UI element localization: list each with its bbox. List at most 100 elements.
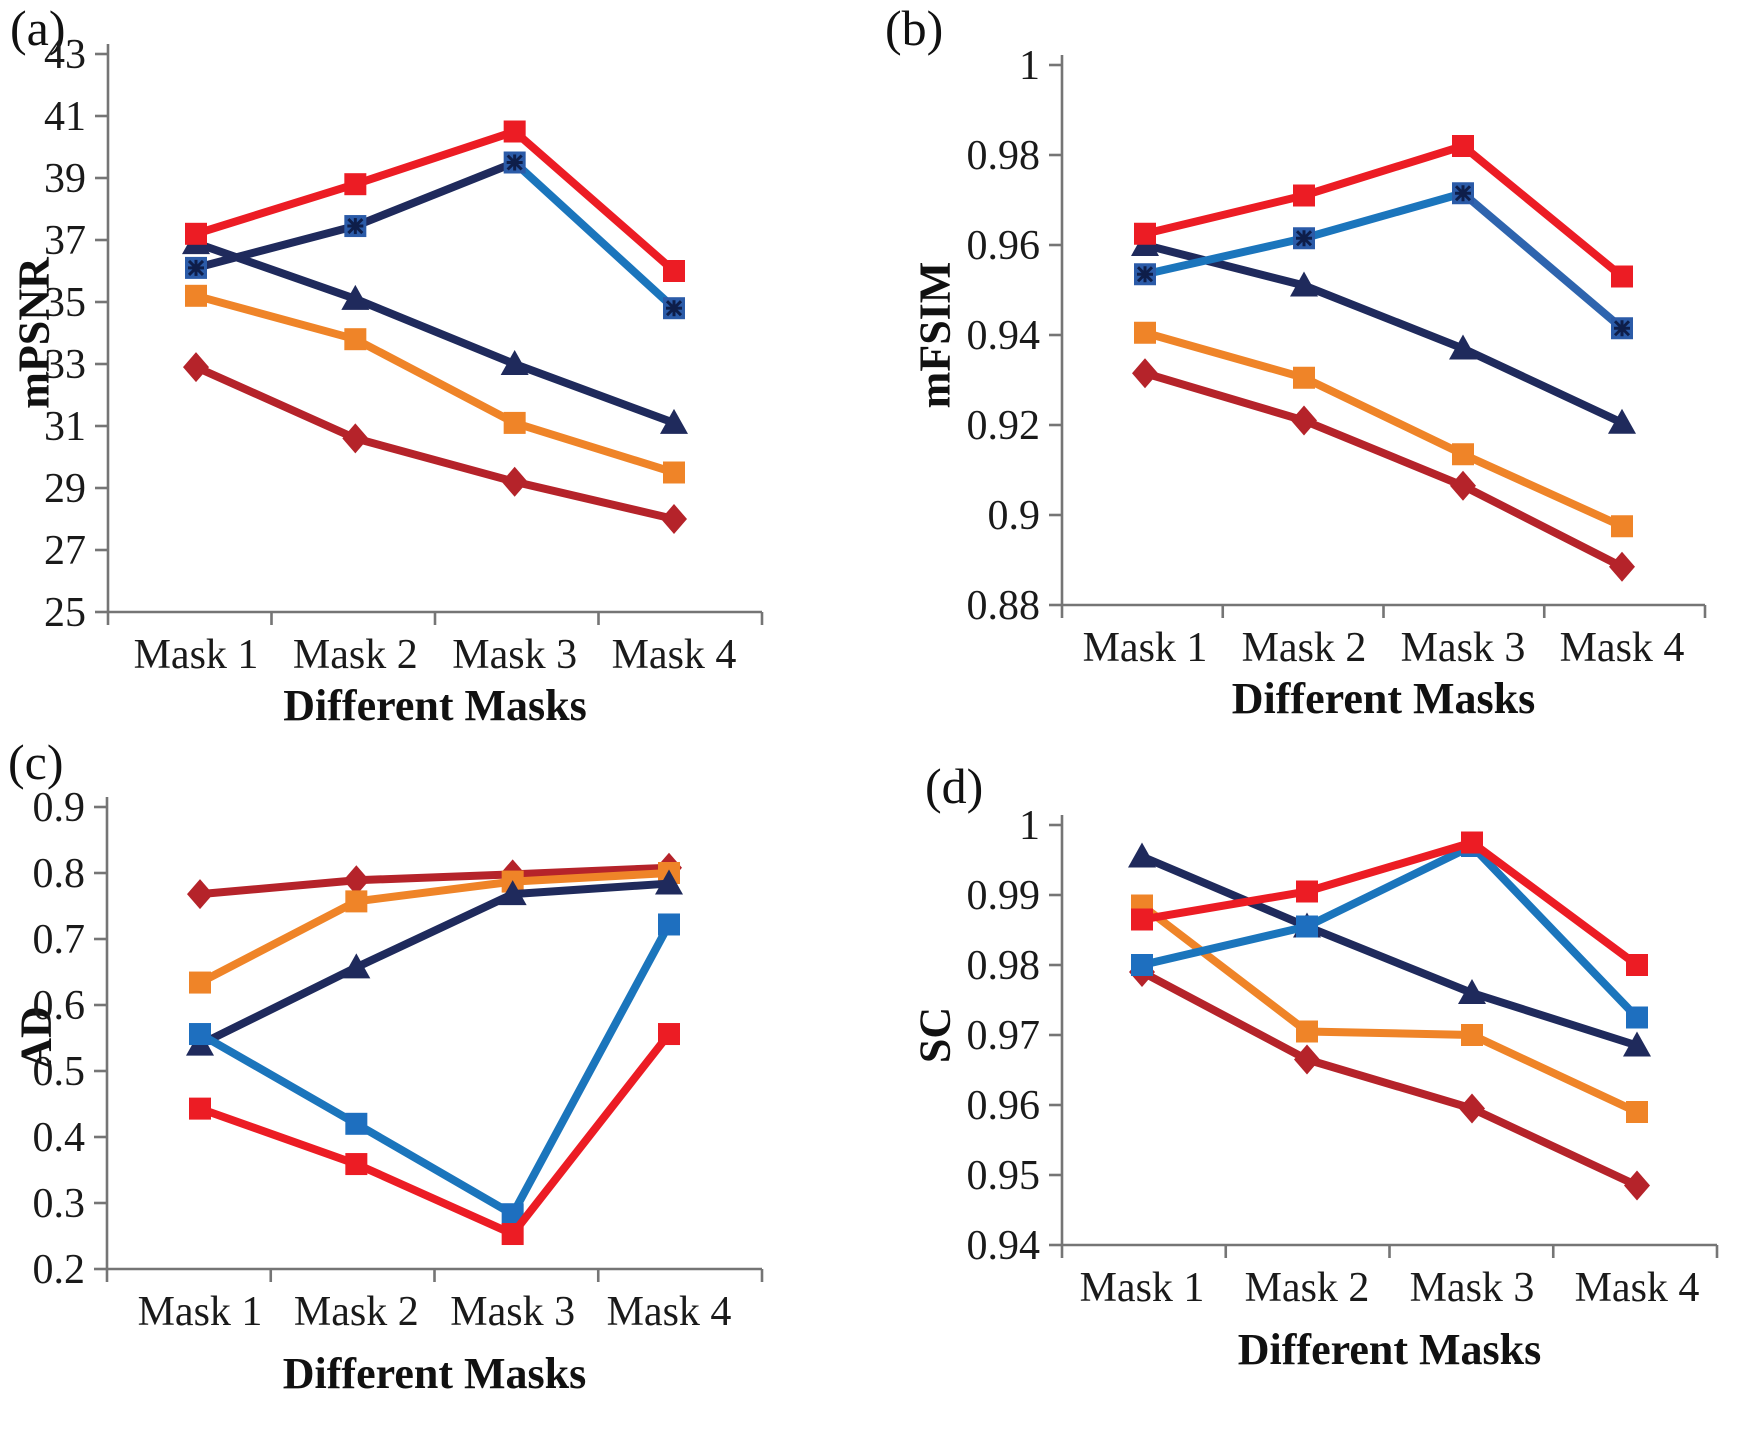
marker-square-icon	[663, 260, 685, 282]
series-method-red-square	[185, 120, 685, 282]
marker-square-icon	[1461, 831, 1483, 854]
y-tick-label: 27	[44, 528, 86, 574]
marker-square-icon	[658, 1023, 680, 1046]
y-tick-label: 0.96	[967, 223, 1041, 269]
marker-triangle-icon	[1290, 271, 1318, 297]
y-tick-label: 0.4	[33, 1115, 86, 1161]
series-method-orange-square	[185, 284, 685, 484]
marker-diamond-icon	[1291, 405, 1317, 436]
axes: 1 0.99 0.98 0.97 0.96 0.95 0.94 Mask 1 Mask 2 Mas…	[967, 803, 1719, 1311]
marker-square-icon	[1134, 222, 1156, 245]
marker-square-icon	[189, 1097, 211, 1120]
marker-triangle-icon	[1128, 842, 1156, 868]
marker-square-icon	[1131, 954, 1153, 976]
marker-square-icon	[345, 1153, 368, 1176]
y-tick-label: 0.2	[33, 1247, 86, 1293]
marker-square-icon	[185, 222, 207, 245]
marker-triangle-icon	[1458, 979, 1486, 1004]
y-tick-label: 0.92	[967, 403, 1041, 449]
x-tick-label: Mask 4	[607, 1289, 732, 1335]
x-tick-label: Mask 3	[450, 1289, 575, 1335]
line-chart-d: 1 0.99 0.98 0.97 0.96 0.95 0.94 Mask 1 Mask 2 Mas…	[967, 803, 1719, 1311]
y-tick-label: 0.3	[33, 1181, 86, 1227]
x-tick-label: Mask 2	[293, 632, 418, 678]
series-method-red-square	[189, 1023, 680, 1246]
marker-triangle-icon	[660, 408, 688, 434]
y-tick-label: 39	[44, 156, 86, 202]
series-method-blue-square	[189, 913, 680, 1226]
marker-diamond-icon	[343, 865, 370, 896]
marker-square-icon	[1131, 908, 1153, 931]
marker-square-icon	[1452, 443, 1474, 466]
marker-diamond-icon	[342, 423, 369, 454]
y-tick-label: 1	[1019, 803, 1040, 849]
marker-square-icon	[344, 328, 367, 351]
marker-square-icon	[1461, 1024, 1483, 1046]
marker-diamond-icon	[661, 504, 687, 534]
panel-label-a: (a)	[10, 0, 66, 56]
marker-square-icon	[1626, 1006, 1648, 1029]
marker-diamond-icon	[1132, 358, 1158, 389]
x-axis-title-a: Different Masks	[283, 681, 587, 730]
y-tick-label: 37	[44, 218, 86, 264]
panel-b: (b) mFSIM 1 0.98 0.96 0.94 0.92 0.9 0.88 Mask 1…	[875, 0, 1750, 723]
marker-diamond-icon	[1450, 470, 1476, 501]
marker-square-icon	[1626, 954, 1648, 976]
series-method-orange-square	[1134, 321, 1633, 538]
x-tick-label: Mask 2	[1242, 625, 1367, 671]
marker-diamond-icon	[187, 879, 213, 910]
x-tick-label: Mask 4	[1575, 1265, 1700, 1311]
x-tick-label: Mask 2	[1245, 1265, 1370, 1311]
series-method-darkred-diamond	[183, 352, 687, 534]
y-tick-label: 35	[44, 280, 86, 326]
y-tick-label: 0.97	[967, 1013, 1041, 1059]
x-tick-label: Mask 1	[1080, 1265, 1205, 1311]
y-tick-label: 0.88	[967, 583, 1041, 629]
line-chart-c: 0.9 0.8 0.7 0.6 0.5 0.4 0.3 0.2 Mask 1 Mask 2 Mask…	[33, 785, 764, 1335]
y-tick-label: 0.94	[967, 313, 1041, 359]
marker-triangle-icon	[1608, 408, 1636, 434]
marker-square-icon	[344, 173, 367, 196]
y-tick-label: 25	[44, 590, 86, 636]
marker-square-icon	[1611, 515, 1633, 538]
y-tick-label: 0.6	[33, 983, 86, 1029]
x-axis-title-c: Different Masks	[282, 1349, 587, 1398]
series-method-red-square	[1131, 831, 1648, 976]
figure-canvas: (a) mPSNR 43 41 39 37 35 33 31 29 27 25 Mask 1 Mask…	[0, 0, 1750, 1398]
y-tick-label: 43	[44, 32, 86, 78]
marker-diamond-icon	[501, 466, 528, 497]
y-tick-label: 0.9	[988, 493, 1041, 539]
marker-square-icon	[1296, 1020, 1318, 1043]
marker-square-icon	[1611, 265, 1633, 288]
x-tick-label: Mask 1	[138, 1289, 263, 1335]
x-tick-label: Mask 3	[1401, 625, 1526, 671]
y-tick-label: 0.5	[33, 1049, 86, 1095]
marker-square-icon	[345, 890, 368, 913]
marker-diamond-icon	[1609, 551, 1635, 582]
y-tick-label: 0.8	[33, 851, 86, 897]
panel-a: (a) mPSNR 43 41 39 37 35 33 31 29 27 25 Mask 1 Mask…	[0, 0, 875, 730]
marker-diamond-icon	[1459, 1093, 1485, 1124]
y-tick-label: 0.98	[967, 133, 1041, 179]
series-method-navy-triangle	[186, 869, 683, 1056]
y-tick-label: 0.96	[967, 1083, 1041, 1129]
panel-label-c: (c)	[8, 734, 64, 790]
line-chart-a: 43 41 39 37 35 33 31 29 27 25 Mask 1 Mask 2 Mask 3 Ma…	[44, 32, 764, 678]
marker-triangle-icon	[498, 880, 527, 906]
series-method-blue-asterisk	[1134, 182, 1633, 340]
y-tick-label: 1	[1019, 43, 1040, 89]
panel-label-b: (b)	[885, 0, 944, 56]
x-tick-label: Mask 3	[1410, 1265, 1535, 1311]
y-tick-label: 0.94	[967, 1223, 1041, 1269]
marker-triangle-icon	[500, 350, 529, 375]
axes: 0.9 0.8 0.7 0.6 0.5 0.4 0.3 0.2 Mask 1 Mask 2 Mask…	[33, 785, 764, 1335]
series-method-darkred-diamond	[1129, 957, 1650, 1201]
marker-triangle-icon	[1449, 334, 1477, 360]
marker-triangle-icon	[341, 284, 370, 310]
y-tick-label: 0.95	[967, 1153, 1041, 1199]
marker-square-icon	[345, 1112, 368, 1135]
y-tick-label: 33	[44, 342, 86, 388]
marker-square-icon	[189, 1023, 211, 1046]
marker-square-icon	[663, 461, 685, 484]
y-tick-label: 29	[44, 466, 86, 512]
